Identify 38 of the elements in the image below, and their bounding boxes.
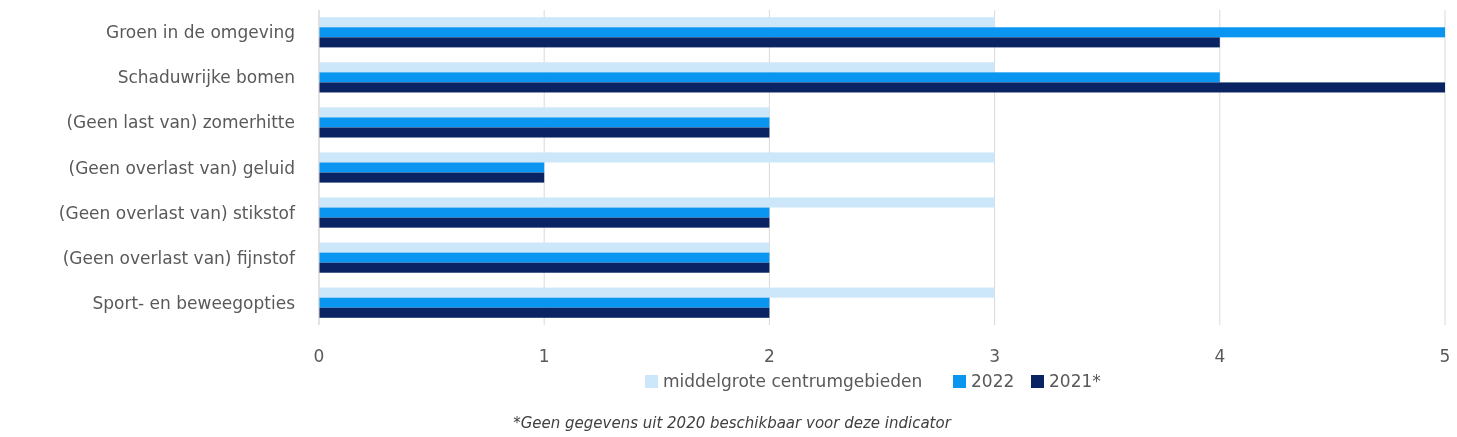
bar xyxy=(319,82,1445,93)
y-tick-label: (Geen overlast van) fijnstof xyxy=(62,247,297,268)
y-tick-label: Schaduwrijke bomen xyxy=(117,67,295,88)
bar xyxy=(319,262,770,273)
y-tick-label: (Geen overlast van) stikstof xyxy=(58,202,297,223)
bar xyxy=(319,297,770,308)
x-tick-label: 2 xyxy=(763,346,775,366)
legend-label: 2022 xyxy=(971,371,1015,391)
x-tick-label: 4 xyxy=(1214,346,1226,366)
bar xyxy=(319,242,770,253)
bar xyxy=(319,37,1220,48)
bar xyxy=(319,207,770,218)
bar xyxy=(319,162,545,173)
bar xyxy=(319,72,1220,83)
y-tick-label: (Geen overlast van) geluid xyxy=(68,157,295,178)
bar xyxy=(319,127,770,138)
x-tick-label: 0 xyxy=(313,346,325,366)
bar xyxy=(319,117,770,128)
bar xyxy=(319,172,545,183)
bar xyxy=(319,307,770,318)
bar xyxy=(319,152,995,163)
bar xyxy=(319,287,995,298)
x-tick-label: 1 xyxy=(538,346,550,366)
y-tick-label: Groen in de omgeving xyxy=(106,22,295,43)
y-tick-label: Sport- en beweegopties xyxy=(92,292,296,313)
x-tick-label: 3 xyxy=(989,346,1001,366)
legend-label: middelgrote centrumgebieden xyxy=(663,371,923,391)
y-tick-label: (Geen last van) zomerhitte xyxy=(66,112,295,133)
bar xyxy=(319,107,770,118)
bar xyxy=(319,252,770,263)
text: *Geen gegevens uit 2020 beschikbaar voor deze indicator xyxy=(513,414,952,432)
bar xyxy=(319,197,995,208)
bar xyxy=(319,17,995,28)
bar xyxy=(319,27,1445,38)
legend-label: 2021* xyxy=(1049,371,1101,391)
bar xyxy=(319,62,995,73)
x-tick-label: 5 xyxy=(1439,346,1451,366)
bar xyxy=(319,217,770,228)
